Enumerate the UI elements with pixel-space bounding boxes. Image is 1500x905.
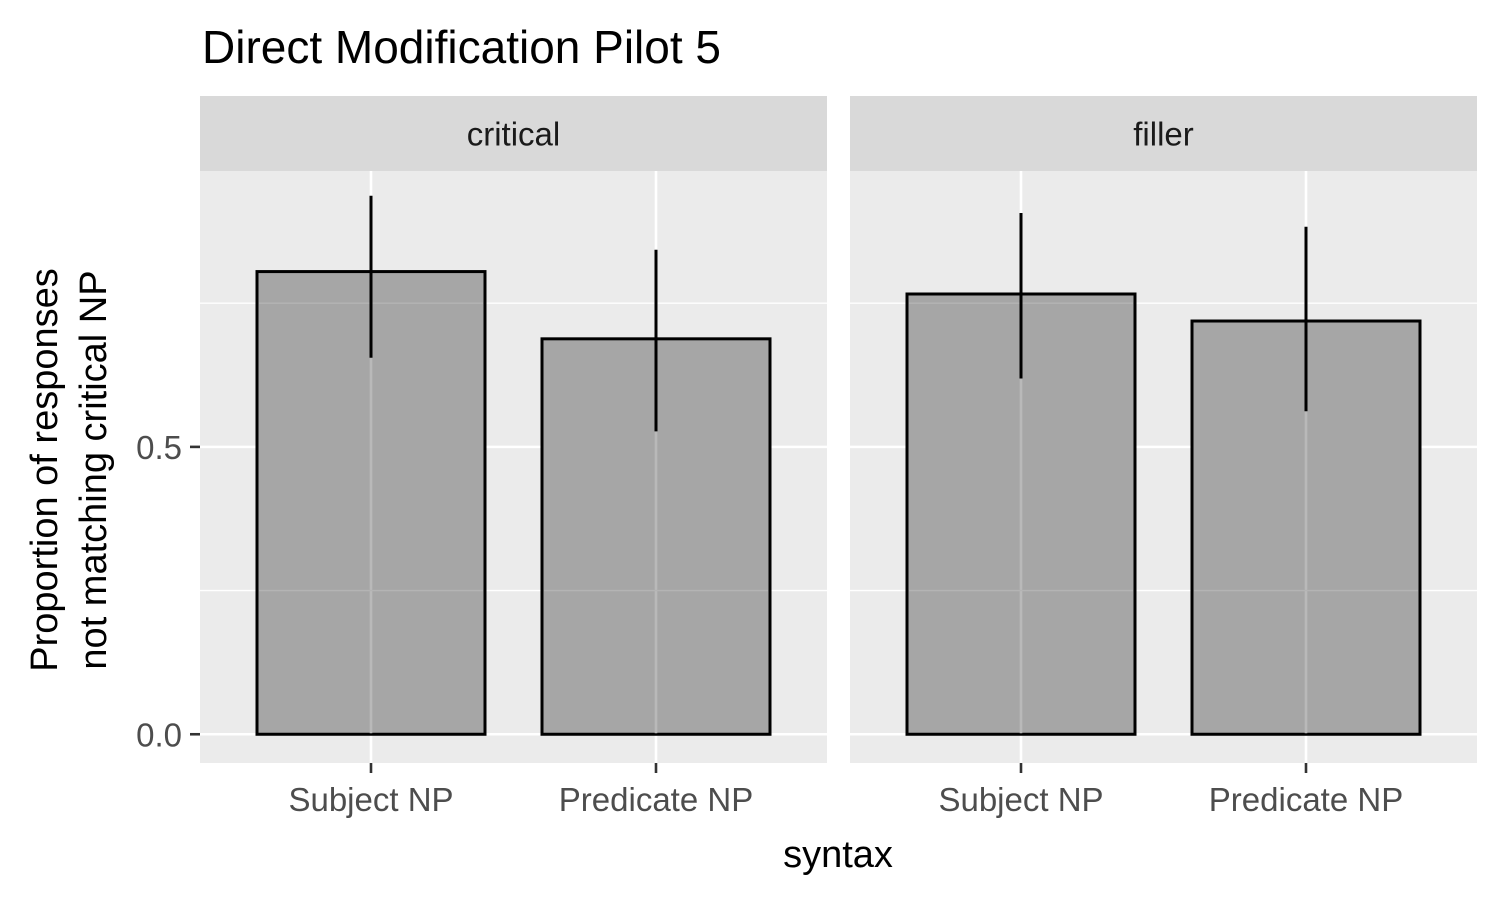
facet-label: filler xyxy=(1133,116,1194,153)
facet-strip xyxy=(200,96,827,171)
y-axis-title-line-1: Proportion of responses xyxy=(24,268,66,671)
facet-label: critical xyxy=(467,116,561,153)
panel-critical: critical xyxy=(200,96,827,763)
y-axis-title: Proportion of responses not matching cri… xyxy=(24,268,115,671)
panel-filler: filler xyxy=(850,96,1477,763)
x-axis-title: syntax xyxy=(783,834,893,876)
x-tick-label: Predicate NP xyxy=(1209,781,1403,818)
panels: critical filler xyxy=(200,96,1477,763)
y-tick-label: 0.5 xyxy=(136,429,182,466)
chart-title: Direct Modification Pilot 5 xyxy=(202,21,721,73)
x-tick-label: Predicate NP xyxy=(559,781,753,818)
facet-strip xyxy=(850,96,1477,171)
x-tick-label: Subject NP xyxy=(938,781,1103,818)
x-axis: Subject NP Predicate NP Subject NP Predicat… xyxy=(288,763,1403,818)
x-tick-label: Subject NP xyxy=(288,781,453,818)
y-tick-label: 0.0 xyxy=(136,716,182,753)
y-axis: 0.0 0.5 xyxy=(136,429,200,753)
y-axis-title-line-2: not matching critical NP xyxy=(73,270,115,669)
